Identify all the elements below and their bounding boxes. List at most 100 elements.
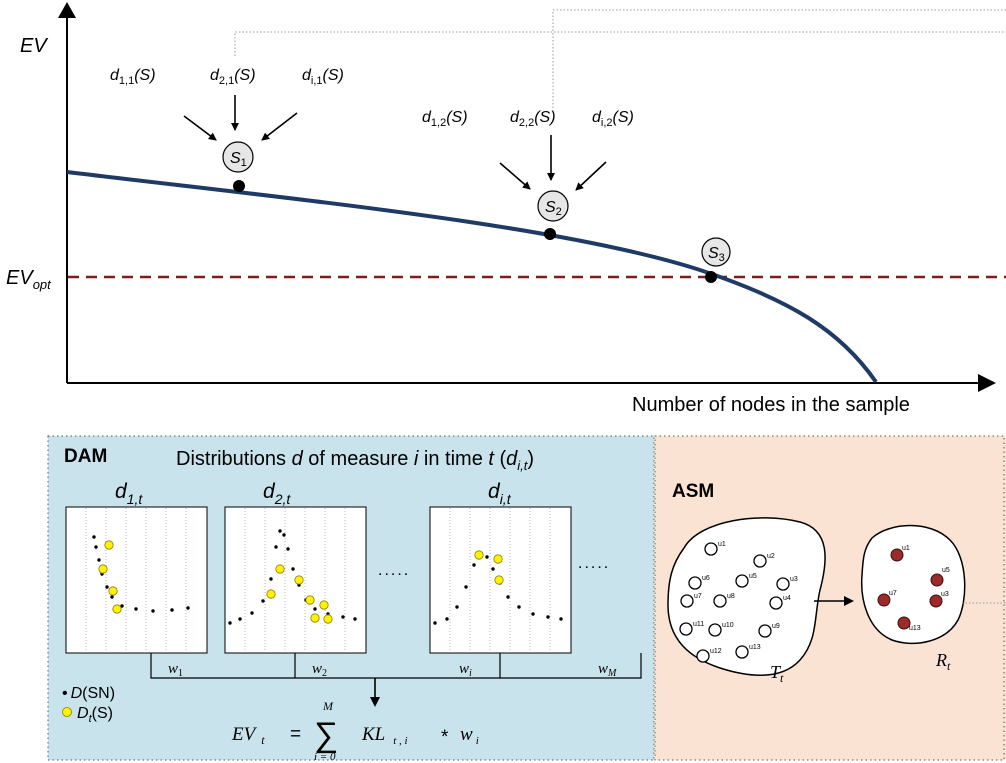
selected-node-label-u1: u1 [902, 545, 910, 552]
d-label-i-2: di,2(S) [592, 109, 634, 129]
plot-label-3: di,t [488, 480, 512, 507]
t-set-nodes: u1 u2 u3 u4 u5 u6 u7 u8 u9 u10 u11 u12 u13 [679, 541, 798, 663]
selected-node-u5 [930, 573, 944, 587]
node-u9 [758, 624, 772, 638]
legend-sample-dot [62, 707, 72, 717]
population-point [110, 595, 114, 599]
guide-line-s2 [552, 9, 1006, 108]
node-label-u10: u10 [722, 622, 734, 629]
node-u10 [708, 623, 722, 637]
population-point [105, 585, 109, 589]
node-label-u13: u13 [749, 644, 761, 651]
node-label-u3: u3 [790, 576, 798, 583]
node-u6 [688, 576, 702, 590]
asm-title: ASM [672, 481, 714, 502]
node-u7 [680, 594, 694, 608]
population-point [94, 545, 98, 549]
d-label-2-1: d2,1(S) [210, 67, 256, 87]
x-axis-label: Number of nodes in the sample [632, 394, 910, 416]
sample-s3: S3 [701, 237, 731, 267]
sample-point [474, 550, 484, 560]
ev-opt-label: EVopt [6, 267, 52, 292]
plot-label-2: d2,t [263, 480, 291, 507]
sample-point [275, 564, 285, 574]
node-label-u11: u11 [693, 621, 704, 628]
weight-wi: wi [459, 661, 472, 679]
selected-node-label-u13: u13 [909, 625, 921, 632]
sample-point [108, 586, 118, 596]
dam-border [47, 435, 655, 761]
population-point [445, 617, 449, 621]
sample-point [104, 540, 114, 550]
node-label-u7: u7 [694, 593, 702, 600]
population-point [274, 545, 278, 549]
selected-node-label-u5: u5 [942, 567, 950, 574]
distribution-plot-3 [429, 506, 572, 654]
curve-point-s2 [544, 228, 556, 240]
population-point [261, 599, 265, 603]
ev-chart: EV Number of nodes in the sample EVopt S… [6, 2, 1006, 416]
population-point [485, 555, 489, 559]
legend-sample: Dt(S) [77, 705, 113, 725]
asm-panel: ASM u1 u2 u3 u4 u5 u6 u7 u8 u9 u10 u11 u12 u13 Tt u1… [654, 435, 1006, 761]
sample-s2: S2 d1,2(S) d2,2(S) di,2(S) [422, 109, 634, 222]
formula-sigma: ∑ [314, 716, 338, 754]
formula-lower: i = 0 [314, 751, 336, 763]
curve-point-s3 [705, 271, 717, 283]
population-point [464, 585, 468, 589]
d-label-1-1: d1,1(S) [110, 67, 156, 87]
node-u1 [704, 542, 718, 556]
node-label-u4: u4 [783, 595, 791, 602]
formula-upper: M [322, 699, 334, 713]
formula-times: * [441, 727, 449, 748]
node-label-u5: u5 [749, 573, 757, 580]
sample-s1: S1 d1,1(S) d2,1(S) di,1(S) [110, 67, 344, 173]
selected-node-u13 [897, 616, 911, 630]
r-set-blob [860, 524, 966, 645]
population-point [97, 558, 101, 562]
distribution-plot-1 [65, 506, 208, 654]
formula-lhs: EV t [231, 724, 265, 747]
population-point [531, 612, 535, 616]
population-point [286, 547, 290, 551]
population-point [170, 608, 174, 612]
population-point [517, 605, 521, 609]
t-set-label: Tt [770, 662, 784, 685]
node-u8 [713, 594, 727, 608]
sample-point [319, 600, 329, 610]
selected-node-u1 [890, 548, 904, 562]
sample-point [310, 613, 320, 623]
population-point [472, 563, 476, 567]
asm-border [654, 435, 1005, 761]
population-point [546, 615, 550, 619]
population-point [455, 605, 459, 609]
d-label-2-2: d2,2(S) [510, 109, 556, 129]
sample-point [493, 554, 503, 564]
population-point [228, 621, 232, 625]
sample-node-s3 [701, 237, 731, 267]
d-label-i-1: di,1(S) [302, 67, 344, 87]
plot-label-1: d1,t [115, 480, 143, 507]
legend-population: • D(SN) [62, 685, 115, 702]
sample-label-s2: S2 [545, 199, 562, 218]
node-label-u9: u9 [772, 623, 780, 630]
pointer-1-2 [499, 162, 531, 190]
selected-node-u7 [877, 593, 891, 607]
population-point [491, 567, 495, 571]
weights-bracket [150, 653, 642, 679]
distribution-plot-2 [224, 506, 367, 654]
population-point [313, 607, 317, 611]
sample-point [294, 575, 304, 585]
population-point [506, 595, 510, 599]
node-u5 [735, 574, 749, 588]
node-label-u1: u1 [718, 541, 726, 548]
node-label-u12: u12 [710, 648, 722, 655]
sample-point [98, 564, 108, 574]
population-point [92, 535, 96, 539]
population-point [353, 617, 357, 621]
pointer-1-1 [183, 115, 217, 141]
ellipsis-right: ..... [578, 555, 610, 572]
